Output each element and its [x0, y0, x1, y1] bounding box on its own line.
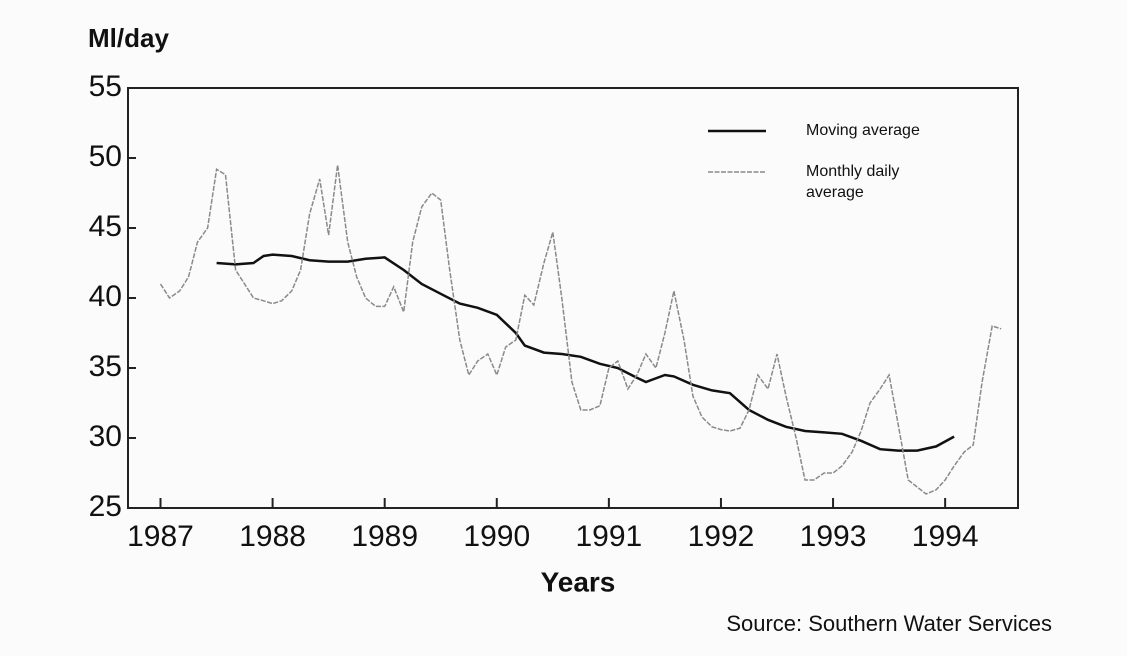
y-tick-label: 25 — [89, 490, 122, 523]
legend-label: Monthly daily average — [806, 163, 900, 201]
x-tick-label: 1994 — [912, 520, 979, 553]
y-tick-label: 50 — [89, 140, 122, 173]
x-tick-label: 1993 — [800, 520, 867, 553]
y-tick-label: 40 — [89, 280, 122, 313]
x-tick-label: 1991 — [575, 520, 642, 553]
x-tick-label: 1989 — [351, 520, 418, 553]
x-axis-label: Years — [541, 566, 616, 597]
y-axis-label: Ml/day — [88, 23, 169, 53]
x-tick-label: 1987 — [127, 520, 194, 553]
x-tick-label: 1988 — [239, 520, 306, 553]
source-note: Source: Southern Water Services — [726, 611, 1052, 636]
legend-label: Moving average — [806, 122, 920, 139]
y-tick-label: 45 — [89, 210, 122, 243]
series-line — [159, 164, 1002, 495]
x-tick-label: 1990 — [463, 520, 530, 553]
y-tick-label: 55 — [89, 70, 122, 103]
plot-frame — [127, 87, 1019, 509]
series-line — [216, 253, 955, 452]
y-tick-label: 35 — [89, 350, 122, 383]
y-tick-label: 30 — [89, 420, 122, 453]
x-tick-label: 1992 — [688, 520, 755, 553]
